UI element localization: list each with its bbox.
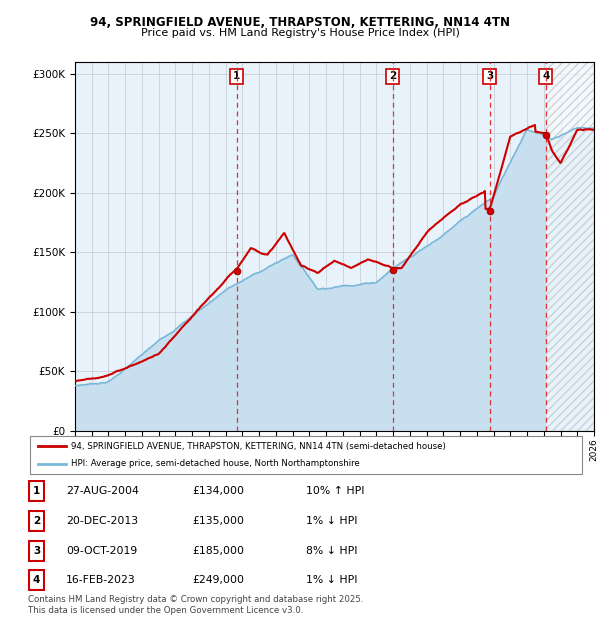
Text: 10% ↑ HPI: 10% ↑ HPI	[306, 486, 365, 496]
Text: £134,000: £134,000	[192, 486, 244, 496]
Text: 27-AUG-2004: 27-AUG-2004	[66, 486, 139, 496]
Text: 20-DEC-2013: 20-DEC-2013	[66, 516, 138, 526]
FancyBboxPatch shape	[29, 511, 44, 531]
Text: £249,000: £249,000	[192, 575, 244, 585]
Text: 94, SPRINGFIELD AVENUE, THRAPSTON, KETTERING, NN14 4TN: 94, SPRINGFIELD AVENUE, THRAPSTON, KETTE…	[90, 16, 510, 29]
Text: £185,000: £185,000	[192, 546, 244, 556]
Text: 2: 2	[389, 71, 396, 81]
Text: 4: 4	[33, 575, 40, 585]
FancyBboxPatch shape	[30, 436, 582, 474]
Text: 3: 3	[486, 71, 493, 81]
Text: 4: 4	[542, 71, 550, 81]
FancyBboxPatch shape	[29, 570, 44, 590]
Text: Price paid vs. HM Land Registry's House Price Index (HPI): Price paid vs. HM Land Registry's House …	[140, 28, 460, 38]
Text: HPI: Average price, semi-detached house, North Northamptonshire: HPI: Average price, semi-detached house,…	[71, 459, 360, 469]
Text: 1% ↓ HPI: 1% ↓ HPI	[306, 516, 358, 526]
Text: 16-FEB-2023: 16-FEB-2023	[66, 575, 136, 585]
Text: 2: 2	[33, 516, 40, 526]
Text: 1: 1	[233, 71, 240, 81]
FancyBboxPatch shape	[29, 481, 44, 501]
Text: 8% ↓ HPI: 8% ↓ HPI	[306, 546, 358, 556]
Text: 94, SPRINGFIELD AVENUE, THRAPSTON, KETTERING, NN14 4TN (semi-detached house): 94, SPRINGFIELD AVENUE, THRAPSTON, KETTE…	[71, 441, 446, 451]
FancyBboxPatch shape	[29, 541, 44, 560]
Text: 1% ↓ HPI: 1% ↓ HPI	[306, 575, 358, 585]
Text: 09-OCT-2019: 09-OCT-2019	[66, 546, 137, 556]
Text: 3: 3	[33, 546, 40, 556]
Text: £135,000: £135,000	[192, 516, 244, 526]
Text: Contains HM Land Registry data © Crown copyright and database right 2025.
This d: Contains HM Land Registry data © Crown c…	[28, 595, 364, 614]
Text: 1: 1	[33, 486, 40, 496]
